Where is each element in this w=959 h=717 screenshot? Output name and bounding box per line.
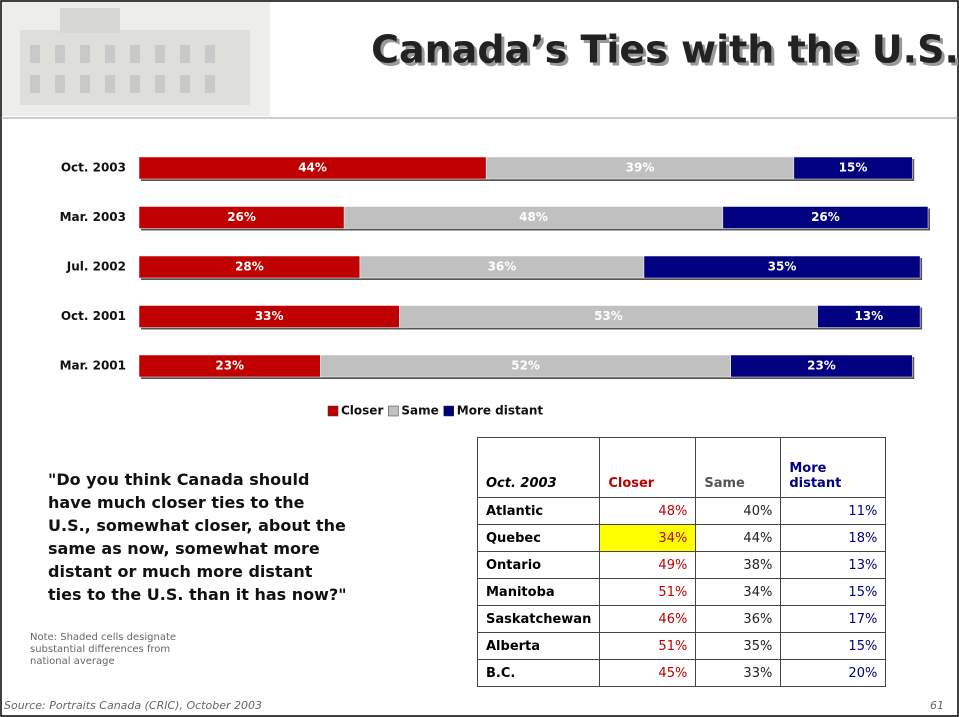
value-cell: 11% <box>780 497 887 525</box>
legend-label: More distant <box>457 404 544 418</box>
value-cell: 38% <box>695 551 782 579</box>
legend-swatch <box>443 405 455 417</box>
table-row: Saskatchewan 46% 36% 17% <box>476 605 887 633</box>
header-cell: More distant <box>780 437 887 498</box>
value-cell: 15% <box>780 578 887 606</box>
header-cell: Oct. 2003 <box>476 437 601 498</box>
bar-value-label: 33% <box>255 309 284 323</box>
bar-value-label: 44% <box>298 161 327 175</box>
category-label: Oct. 2003 <box>61 161 126 175</box>
table-row: Quebec 34% 44% 18% <box>476 524 887 552</box>
value-cell: 34% <box>599 524 697 552</box>
header-image <box>2 2 270 116</box>
value-cell: 51% <box>599 632 697 660</box>
region-cell: Saskatchewan <box>476 605 601 633</box>
table-row: Alberta 51% 35% 15% <box>476 632 887 660</box>
value-cell: 20% <box>780 659 887 687</box>
value-cell: 51% <box>599 578 697 606</box>
value-cell: 49% <box>599 551 697 579</box>
source: Source: Portraits Canada (CRIC), October… <box>4 699 262 712</box>
bar-value-label: 23% <box>807 359 836 373</box>
value-cell: 17% <box>780 605 887 633</box>
page-number: 61 <box>930 699 944 712</box>
region-cell: Atlantic <box>476 497 601 525</box>
value-cell: 33% <box>695 659 782 687</box>
bar-value-label: 53% <box>594 309 623 323</box>
value-cell: 15% <box>780 632 887 660</box>
bar-segment <box>643 255 921 279</box>
bar-value-label: 28% <box>235 260 264 274</box>
title-shadow: Canada’s Ties with the U.S. <box>374 31 959 75</box>
category-label: Mar. 2003 <box>60 210 126 224</box>
bar-value-label: 39% <box>626 161 655 175</box>
table-row: Ontario 49% 38% 13% <box>476 551 887 579</box>
value-cell: 40% <box>695 497 782 525</box>
bar-segment <box>793 156 913 180</box>
value-cell: 46% <box>599 605 697 633</box>
region-cell: Manitoba <box>476 578 601 606</box>
title: Canada’s Ties with the U.S. <box>371 28 959 72</box>
header-cell: Same <box>695 437 782 498</box>
value-cell: 48% <box>599 497 697 525</box>
table-row: Atlantic 48% 40% 11% <box>476 497 887 525</box>
value-cell: 45% <box>599 659 697 687</box>
bar-value-label: 35% <box>768 260 797 274</box>
region-cell: Alberta <box>476 632 601 660</box>
header-row: Oct. 2003 Closer Same More distant <box>476 437 887 498</box>
value-cell: 44% <box>695 524 782 552</box>
legend-label: Same <box>401 404 438 418</box>
bar-value-label: 36% <box>488 260 517 274</box>
question: "Do you think Canada should have much cl… <box>48 470 347 604</box>
table-row: B.C. 45% 33% 20% <box>476 659 887 687</box>
legend: Closer Same More distant <box>327 404 544 418</box>
bar-segment <box>730 354 913 378</box>
note: Note: Shaded cells designate substantial… <box>30 632 177 667</box>
category-label: Mar. 2001 <box>60 359 126 373</box>
legend-label: Closer <box>341 404 383 418</box>
region-cell: Quebec <box>476 524 601 552</box>
legend-swatch <box>388 405 399 417</box>
bar-value-label: 48% <box>519 210 548 224</box>
value-cell: 35% <box>695 632 782 660</box>
bar-value-label: 26% <box>811 210 840 224</box>
table-row: Manitoba 51% 34% 15% <box>476 578 887 606</box>
bar-segment <box>817 305 921 328</box>
bar-value-label: 15% <box>839 161 868 175</box>
bar-value-label: 52% <box>511 359 540 373</box>
bar-value-label: 23% <box>215 359 244 373</box>
value-cell: 34% <box>695 578 782 606</box>
region-cell: B.C. <box>476 659 601 687</box>
bar-segment <box>722 206 929 229</box>
region-cell: Ontario <box>476 551 601 579</box>
category-label: Jul. 2002 <box>66 260 126 274</box>
legend-swatch <box>327 405 339 417</box>
bar-value-label: 13% <box>854 309 883 323</box>
value-cell: 18% <box>780 524 887 552</box>
value-cell: 13% <box>780 551 887 579</box>
value-cell: 36% <box>695 605 782 633</box>
header-cell: Closer <box>599 437 697 498</box>
region-table: Oct. 2003 Closer Same More distant Atlantic 4… <box>476 437 887 687</box>
bar-value-label: 26% <box>227 210 256 224</box>
category-label: Oct. 2001 <box>61 309 126 323</box>
